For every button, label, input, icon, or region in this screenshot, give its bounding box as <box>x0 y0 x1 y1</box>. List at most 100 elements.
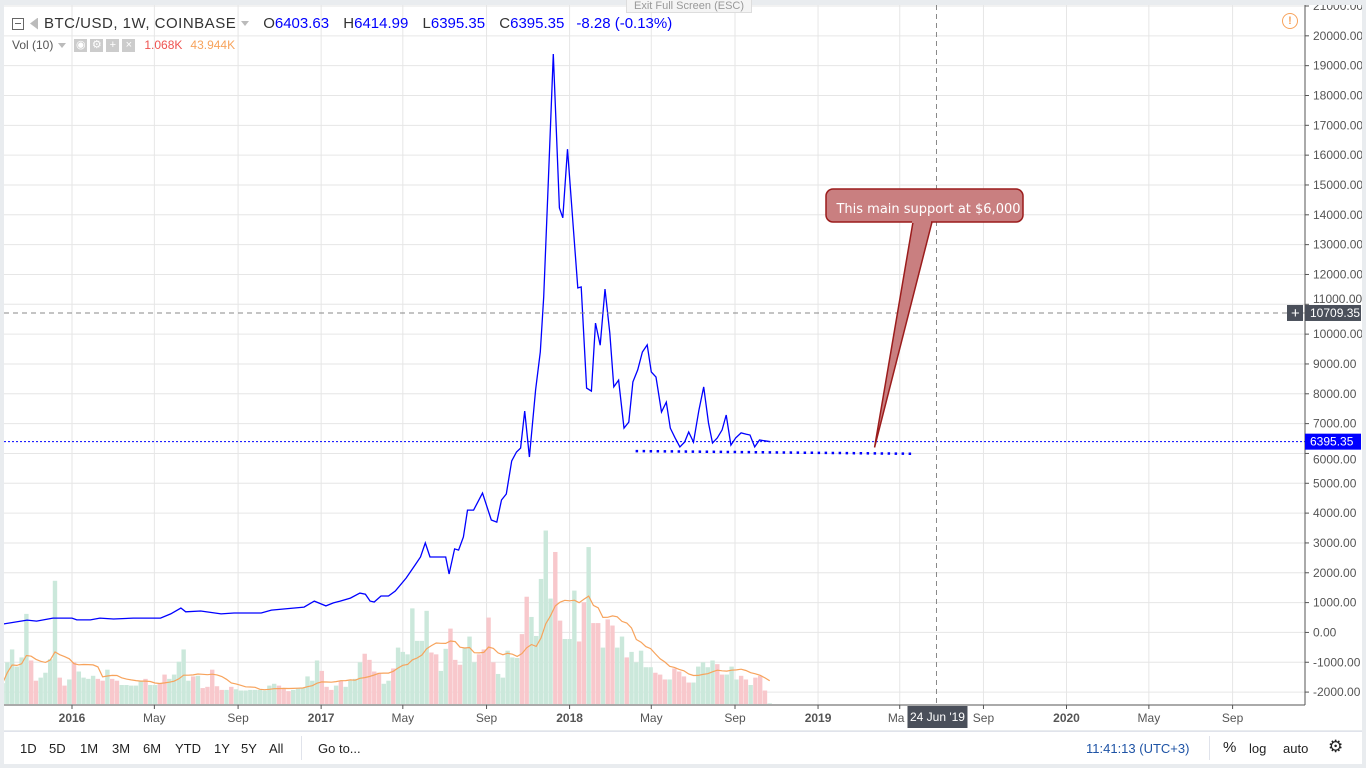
close-icon[interactable]: × <box>122 38 136 52</box>
volume-bar <box>28 660 34 704</box>
volume-bar <box>715 664 720 704</box>
volume-bar <box>238 690 244 704</box>
volume-bar <box>71 662 77 704</box>
volume-bar <box>643 667 649 704</box>
clock[interactable]: 11:41:13 (UTC+3) <box>1086 741 1190 756</box>
volume-bar <box>548 598 553 704</box>
timeframe-all[interactable]: All <box>269 741 284 756</box>
y-tick-label: 16000.00 <box>1313 148 1362 162</box>
percent-toggle[interactable]: % <box>1223 739 1237 756</box>
timeframe-5y[interactable]: 5Y <box>241 741 257 756</box>
y-tick-label: 21000.00 <box>1313 5 1362 13</box>
y-tick-label: 1000.00 <box>1313 596 1357 610</box>
exit-fullscreen-button[interactable]: Exit Full Screen (ESC) <box>626 0 752 13</box>
volume-bar <box>700 662 706 704</box>
goto-button[interactable]: Go to... <box>318 741 361 756</box>
x-tick-label: Sep <box>227 711 249 725</box>
volume-legend: Vol (10) ◉ ⚙ + × 1.068K 43.944K <box>12 38 235 52</box>
volume-bar <box>600 647 606 704</box>
timeframe-3m[interactable]: 3M <box>112 741 131 756</box>
volume-bar <box>243 690 248 704</box>
volume-bar <box>510 657 515 704</box>
chevron-down-icon[interactable] <box>241 21 250 26</box>
volume-bar <box>181 649 186 704</box>
x-tick-label: 2019 <box>805 711 832 725</box>
y-tick-label: 8000.00 <box>1313 387 1357 401</box>
volume-bar <box>291 689 296 704</box>
chevron-down-icon[interactable] <box>58 42 67 48</box>
low-label: L <box>422 15 431 32</box>
volume-bar <box>653 672 658 704</box>
price-chart[interactable]: 21000.00 20000.00 19000.00 18000.00 17000.00… <box>4 5 1362 730</box>
add-alert-button[interactable] <box>1287 304 1303 321</box>
crosshair-date-label-bg <box>907 706 968 728</box>
x-tick-label: 2018 <box>556 711 583 725</box>
volume-bar <box>610 625 615 704</box>
y-tick-label: 18000.00 <box>1313 88 1362 102</box>
timeframe-1y[interactable]: 1Y <box>214 741 230 756</box>
volume-bar <box>252 689 258 704</box>
timeframe-1d[interactable]: 1D <box>20 741 37 756</box>
volume-bar <box>462 648 467 704</box>
volume-bar <box>619 636 625 704</box>
y-tick-label: 5000.00 <box>1313 476 1357 490</box>
y-tick-label: 19000.00 <box>1313 59 1362 73</box>
auto-toggle[interactable]: auto <box>1283 741 1309 756</box>
chart-area[interactable]: 21000.00 20000.00 19000.00 18000.00 17000.00… <box>4 0 1362 730</box>
annotation-pointer[interactable] <box>873 221 933 448</box>
symbol-title[interactable]: BTC/USD, 1W, COINBASE <box>44 15 237 32</box>
volume-bar <box>524 596 529 704</box>
volume-bar <box>143 678 148 704</box>
last-price-label: 6395.35 <box>1310 435 1354 449</box>
volume-ma-value: 43.944K <box>190 38 236 52</box>
price-line <box>4 53 771 625</box>
y-tick-label: 20000.00 <box>1313 29 1362 43</box>
volume-bar <box>300 687 305 704</box>
plus-icon: + <box>1291 305 1300 322</box>
crosshair-price-label: 10709.35 <box>1310 306 1360 320</box>
volume-bar <box>329 689 334 704</box>
change-value: -8.28 (-0.13%) <box>576 15 673 32</box>
volume-bar <box>686 682 691 704</box>
volume-bar <box>543 530 548 704</box>
x-tick-label: Sep <box>973 711 995 725</box>
volume-bar <box>133 685 139 704</box>
time-axis[interactable] <box>4 705 1305 730</box>
price-axis[interactable] <box>1305 5 1362 730</box>
volume-bar <box>691 682 696 704</box>
volume-bar <box>267 685 272 704</box>
timeframe-1m[interactable]: 1M <box>80 741 99 756</box>
timeframe-6m[interactable]: 6M <box>143 741 162 756</box>
volume-title[interactable]: Vol (10) <box>12 38 54 52</box>
flag-icon[interactable] <box>30 17 38 30</box>
volume-bar <box>557 620 563 704</box>
volume-bar <box>500 677 506 704</box>
ohlc-values: O6403.63 H6414.99 L6395.35 C6395.35 <box>253 15 564 32</box>
last-price-label-bg <box>1305 433 1361 450</box>
volume-bar <box>286 691 291 704</box>
volume-bar <box>38 677 43 704</box>
warning-icon[interactable]: ! <box>1282 13 1298 29</box>
volume-bar <box>605 619 610 704</box>
volume-bar <box>667 679 672 704</box>
collapse-icon[interactable] <box>12 17 24 30</box>
bottom-toolbar: 1D 5D 1M 3M 6M YTD 1Y 5Y All Go to... 11… <box>4 731 1362 764</box>
plus-icon[interactable]: + <box>106 38 120 52</box>
volume-bar <box>534 635 539 704</box>
gear-icon[interactable]: ⚙ <box>90 38 104 52</box>
volume-bar <box>129 685 134 704</box>
volume-bar <box>672 668 677 704</box>
volume-bar <box>762 690 768 704</box>
log-toggle[interactable]: log <box>1249 741 1267 756</box>
timeframe-5d[interactable]: 5D <box>49 741 66 756</box>
volume-bar <box>486 617 491 704</box>
timeframe-ytd[interactable]: YTD <box>175 741 201 756</box>
volume-bar <box>81 677 86 704</box>
x-tick-label: 2020 <box>1053 711 1080 725</box>
eye-icon[interactable]: ◉ <box>74 38 88 52</box>
volume-bar <box>14 666 20 704</box>
volume-bar <box>529 616 534 704</box>
volume-bar <box>157 683 163 704</box>
annotation-text[interactable]: This main support at $6,000 <box>836 202 1021 217</box>
gear-icon[interactable]: ⚙ <box>1328 737 1344 756</box>
